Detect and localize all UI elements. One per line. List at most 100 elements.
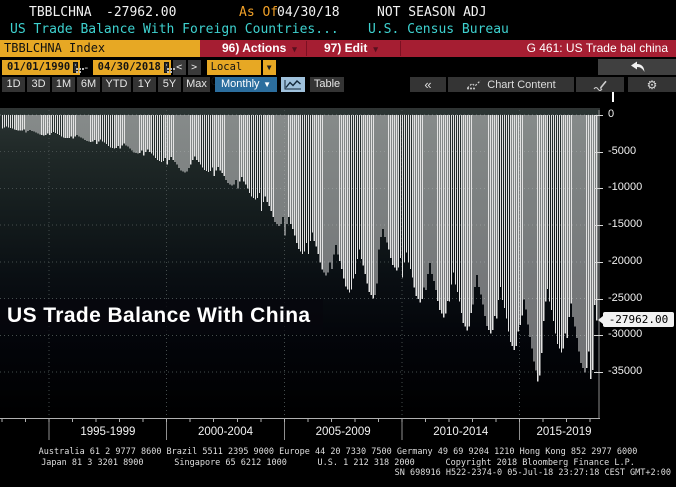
currency-select[interactable]: Local CCY [206, 59, 261, 88]
bar [300, 115, 302, 252]
bar [13, 115, 15, 130]
bar [323, 115, 325, 273]
period-button-1m[interactable]: 1M [52, 77, 75, 92]
bar [507, 115, 510, 332]
bar [366, 115, 368, 284]
date-back-button[interactable]: < [172, 59, 186, 75]
bar [368, 115, 370, 292]
actions-button[interactable]: 96) Actions ▾ [222, 41, 297, 55]
bar [572, 115, 574, 318]
bar [380, 115, 382, 238]
chart-plot-area[interactable] [0, 108, 600, 440]
period-button-ytd[interactable]: YTD [102, 77, 131, 92]
bar [496, 115, 498, 319]
bar [427, 115, 429, 274]
undo-button[interactable] [598, 59, 676, 75]
bar [570, 115, 572, 304]
bar [443, 115, 445, 318]
currency-caret-button[interactable]: ▼ [262, 59, 276, 75]
bar [311, 115, 313, 233]
y-axis-tick [594, 298, 603, 300]
y-axis-tick-label: -20000 [608, 254, 643, 267]
date-forward-button[interactable]: > [187, 59, 201, 75]
bar [88, 115, 90, 142]
period-button-1y[interactable]: 1Y [133, 77, 156, 92]
bar [511, 115, 513, 347]
bar [309, 115, 312, 242]
bar [86, 115, 88, 142]
bar [182, 115, 184, 172]
bar [550, 115, 553, 311]
ticker: TBBLCHNA [29, 5, 92, 20]
mini-chart-icon [467, 80, 482, 90]
period-button-5y[interactable]: 5Y [158, 77, 181, 92]
bar [54, 115, 57, 134]
bar [482, 115, 484, 305]
chart-content-button[interactable]: Chart Content [448, 77, 574, 92]
bar [160, 115, 163, 162]
edit-button[interactable]: 97) Edit ▾ [324, 41, 378, 55]
x-axis-section-label: 2000-2004 [198, 426, 253, 438]
security-field[interactable]: TBBLCHNA Index [0, 40, 200, 57]
adjustment-label: NOT SEASON ADJ [377, 5, 487, 20]
command-bar: TBBLCHNA Index 96) Actions ▾ 97) Edit ▾ G … [0, 40, 676, 57]
bar [58, 115, 61, 136]
bar [123, 115, 125, 144]
bar [235, 115, 237, 181]
frequency-select[interactable]: Monthly ▼ [215, 77, 277, 92]
calendar-icon[interactable] [73, 61, 78, 73]
bar [282, 115, 284, 218]
y-axis-tick-label: -15000 [608, 218, 643, 231]
bar [274, 115, 276, 223]
bar [378, 115, 380, 250]
period-button-1d[interactable]: 1D [2, 77, 25, 92]
bar [476, 115, 478, 276]
x-axis-section-label: 1995-1999 [80, 426, 136, 438]
chart-content-label: Chart Content [487, 78, 556, 91]
bar [107, 115, 110, 146]
period-button-3d[interactable]: 3D [27, 77, 50, 92]
bar [111, 115, 114, 149]
bar [313, 115, 315, 242]
settings-button[interactable]: ⚙ [628, 77, 676, 92]
bar [452, 115, 455, 273]
bar [594, 115, 596, 306]
bar [270, 115, 272, 212]
bar [292, 115, 294, 230]
bar [133, 115, 135, 153]
x-axis-section-label: 2015-2019 [536, 426, 592, 438]
bar [84, 115, 86, 140]
bar [472, 115, 474, 305]
bar [501, 115, 504, 300]
bar [298, 115, 300, 250]
bar [117, 115, 119, 146]
bar [188, 115, 190, 168]
start-date-value: 01/01/1990 [7, 60, 71, 73]
bar [151, 115, 153, 154]
bar [33, 115, 35, 132]
chart-title: US Trade Balance With China [0, 299, 323, 334]
collapse-panel-button[interactable]: « [410, 77, 446, 92]
bar [272, 115, 274, 218]
bar [554, 115, 557, 334]
calendar-icon[interactable] [163, 61, 169, 73]
start-date-field[interactable]: 01/01/1990 [2, 59, 80, 75]
period-button-6m[interactable]: 6M [77, 77, 100, 92]
bar [566, 115, 568, 338]
end-date-field[interactable]: 04/30/2018 [92, 59, 171, 75]
bar [229, 115, 231, 185]
chart-type-button[interactable] [281, 77, 305, 92]
bar [172, 115, 174, 161]
bar [447, 115, 449, 302]
chart-toolbar: 1D 3D 1M 6M YTD 1Y 5Y Max Monthly ▼ Tabl… [0, 77, 676, 93]
bar [539, 115, 541, 376]
bar [358, 115, 361, 250]
bar [168, 115, 170, 161]
bar [529, 115, 531, 337]
period-button-max[interactable]: Max [183, 77, 210, 92]
annotate-button[interactable] [576, 77, 624, 92]
bar [458, 115, 461, 302]
bar [125, 115, 127, 146]
bar [149, 115, 151, 152]
table-button[interactable]: Table [310, 77, 344, 92]
